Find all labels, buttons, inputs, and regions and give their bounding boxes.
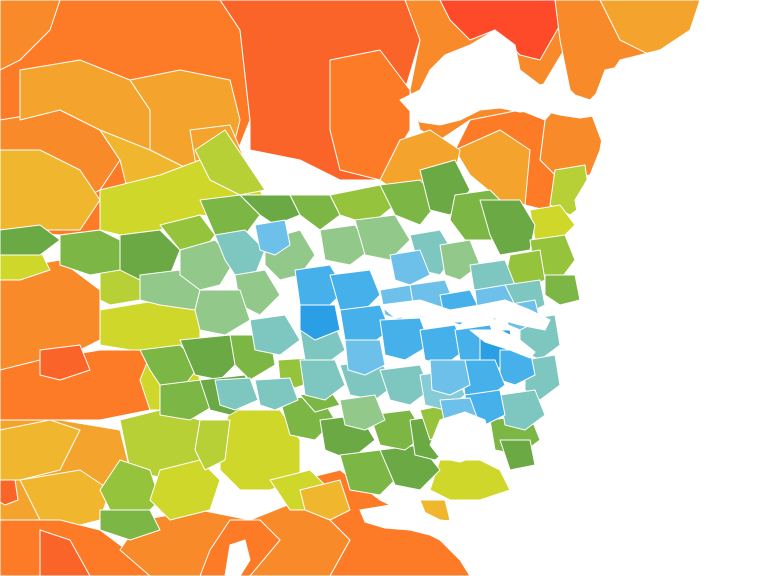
region[interactable] [194,419,231,471]
region[interactable] [339,394,386,431]
region[interactable] [389,249,431,286]
region[interactable] [454,129,531,206]
region[interactable] [319,224,371,266]
harbour [379,299,551,331]
region[interactable] [299,479,351,521]
region[interactable] [329,184,396,226]
region[interactable] [214,377,259,411]
region[interactable] [429,459,511,501]
region[interactable] [439,239,481,281]
region[interactable] [194,289,251,336]
region[interactable] [354,214,411,261]
region[interactable] [179,334,241,381]
region[interactable] [179,239,236,291]
region[interactable] [499,439,536,471]
region[interactable] [379,317,431,361]
region[interactable] [299,304,341,341]
region[interactable] [59,229,121,276]
region[interactable] [199,194,261,236]
region[interactable] [249,314,301,356]
bay [429,411,491,463]
region[interactable] [544,274,581,306]
region[interactable] [0,0,61,71]
region[interactable] [254,377,299,411]
river-north [399,29,611,126]
river-south [359,504,471,546]
green-region-layer [59,159,581,496]
water-layer [224,0,768,576]
region[interactable] [529,204,576,241]
region[interactable] [419,324,466,366]
inlet [224,539,251,576]
region[interactable] [344,339,386,376]
region[interactable] [39,344,91,381]
region[interactable] [0,479,19,506]
region[interactable] [299,359,346,401]
region[interactable] [329,269,381,316]
region[interactable] [0,419,81,481]
region[interactable] [159,379,216,421]
region[interactable] [254,219,291,256]
region[interactable] [99,509,161,541]
region[interactable] [479,199,536,256]
region[interactable] [499,389,546,431]
region[interactable] [39,529,91,576]
region[interactable] [339,304,391,346]
region[interactable] [289,194,341,231]
region[interactable] [379,364,431,406]
region[interactable] [0,224,61,256]
region[interactable] [429,359,471,396]
region[interactable] [239,194,301,226]
harbour-arm [469,329,536,359]
region[interactable] [194,129,266,196]
